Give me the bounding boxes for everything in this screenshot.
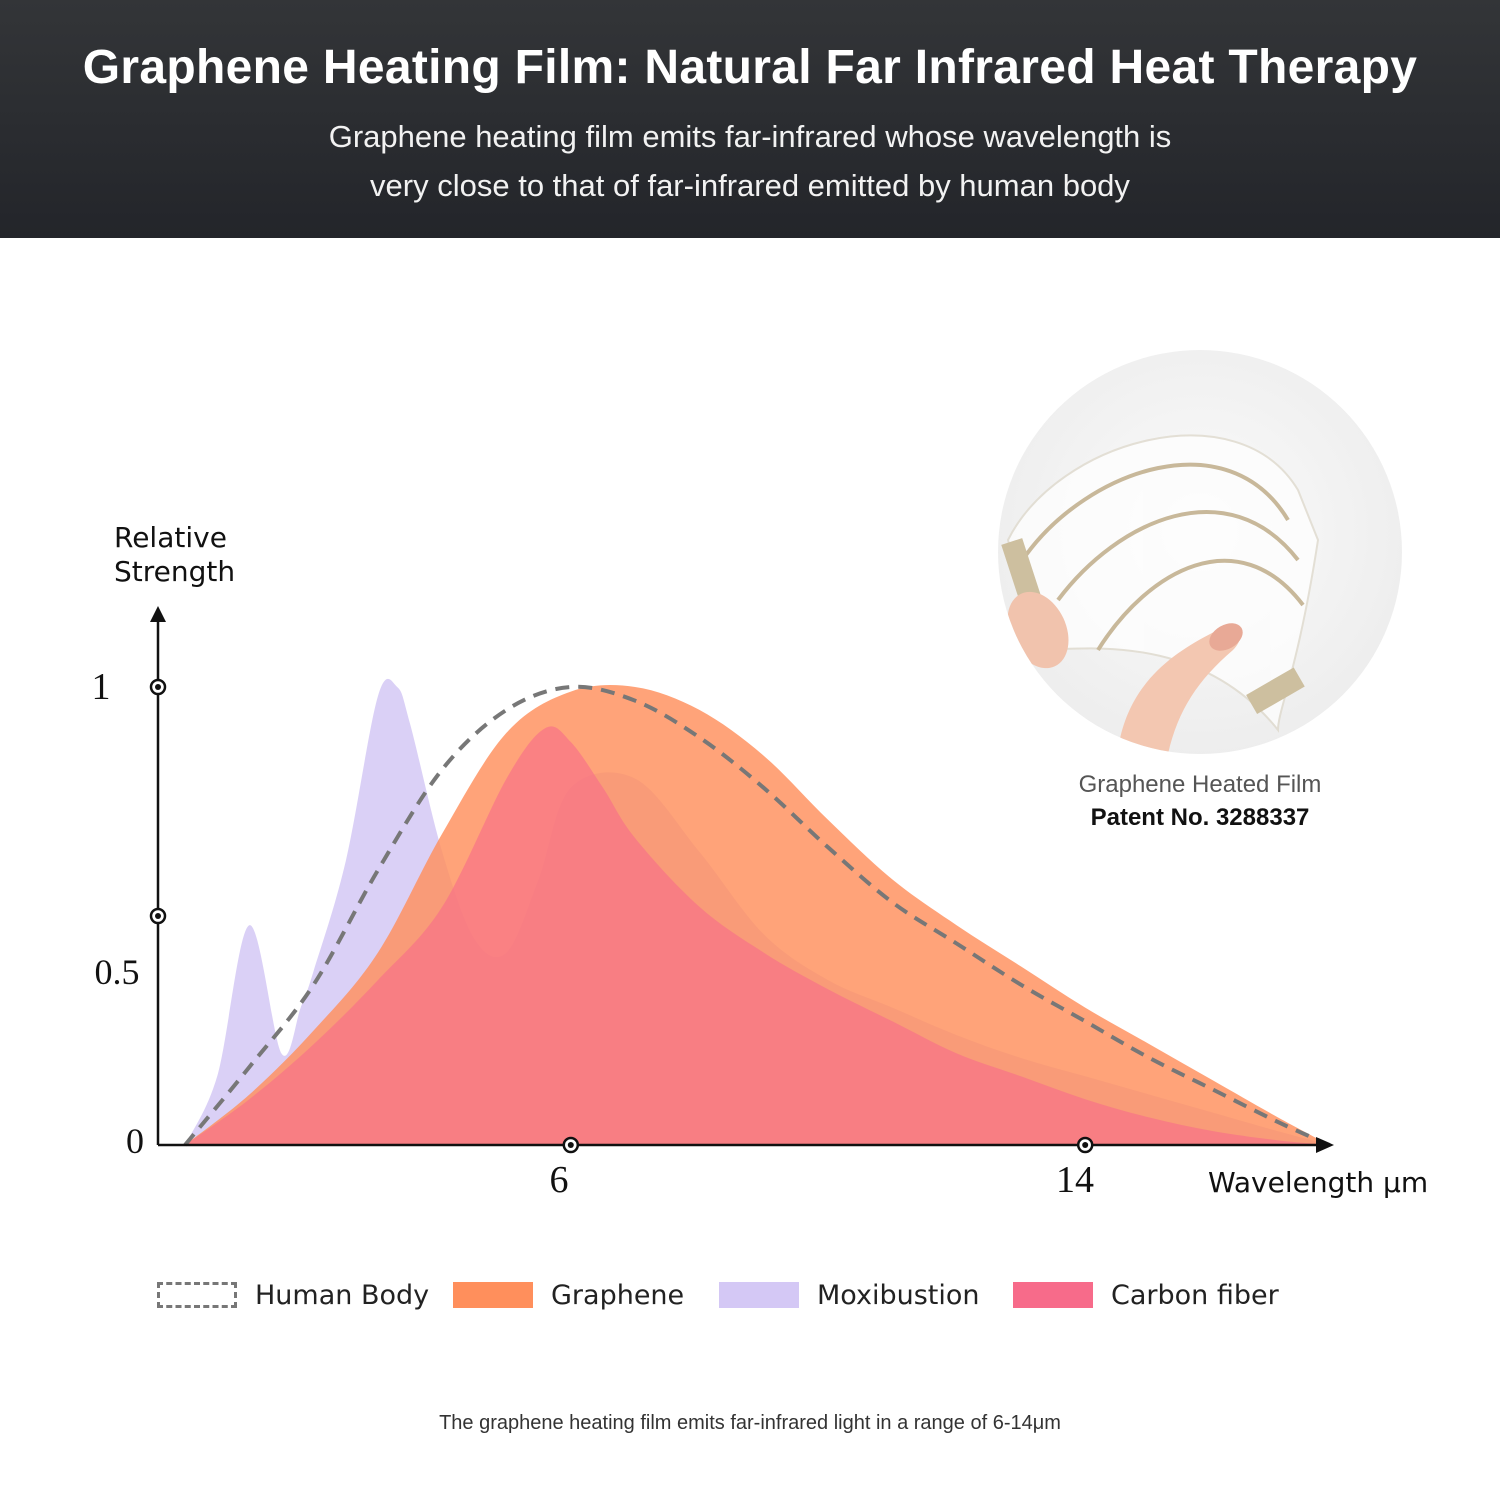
legend-label-graphene: Graphene bbox=[551, 1279, 685, 1311]
header-banner: Graphene Heating Film: Natural Far Infra… bbox=[0, 0, 1500, 238]
chart-axes bbox=[150, 606, 1334, 1153]
legend-swatch-carbon-fiber bbox=[1013, 1282, 1093, 1308]
footnote: The graphene heating film emits far-infr… bbox=[439, 1412, 1061, 1434]
x-tick-mark-14 bbox=[1076, 1136, 1094, 1154]
legend-item-human-body: Human Body bbox=[157, 1270, 429, 1320]
subtitle-line-1: Graphene heating film emits far-infrared… bbox=[328, 119, 1172, 154]
series-line-human-body bbox=[183, 684, 1331, 1147]
x-tick-mark-6 bbox=[562, 1136, 580, 1154]
x-tick-label-14: 14 bbox=[1056, 1159, 1094, 1201]
page-title: Graphene Heating Film: Natural Far Infra… bbox=[82, 41, 1418, 94]
x-axis-arrow bbox=[1316, 1137, 1334, 1153]
x-axis-label: Wavelength μm bbox=[1208, 1166, 1428, 1199]
x-tick-label-6: 6 bbox=[550, 1159, 569, 1201]
y-tick-label-1: 1 bbox=[92, 666, 111, 708]
legend-item-carbon-fiber: Carbon fiber bbox=[1013, 1270, 1279, 1320]
series-area-carbon-fiber bbox=[185, 726, 1330, 1145]
chart-areas bbox=[183, 678, 1331, 1147]
legend-swatch-moxibustion bbox=[719, 1282, 799, 1308]
graphene-film-photo bbox=[998, 350, 1402, 754]
legend-label-moxibustion: Moxibustion bbox=[817, 1279, 980, 1311]
legend-swatch-human-body bbox=[157, 1282, 237, 1308]
legend-label-carbon-fiber: Carbon fiber bbox=[1111, 1279, 1279, 1311]
y-axis-label-line-1: Relative bbox=[114, 521, 227, 554]
legend-item-graphene: Graphene bbox=[453, 1270, 684, 1320]
chart-legend: Human Body Graphene Moxibustion Carbon f… bbox=[0, 1270, 1500, 1320]
y-axis-label-line-2: Strength bbox=[114, 555, 235, 588]
y-tick-label-0: 0 bbox=[126, 1121, 144, 1161]
product-name: Graphene Heated Film bbox=[1078, 771, 1322, 798]
legend-swatch-graphene bbox=[453, 1282, 533, 1308]
legend-label-human-body: Human Body bbox=[255, 1279, 430, 1311]
patent-number: Patent No. 3288337 bbox=[1090, 804, 1310, 831]
legend-item-moxibustion: Moxibustion bbox=[719, 1270, 980, 1320]
spectrum-chart: Relative Strength Wavelength μm 1 0.5 0 … bbox=[92, 521, 1429, 1201]
y-tick-label-0-5: 0.5 bbox=[95, 952, 140, 992]
y-axis-arrow bbox=[150, 606, 166, 622]
tick-marks bbox=[149, 678, 1094, 1154]
y-tick-mark-1 bbox=[149, 678, 167, 696]
y-tick-mark-0-5 bbox=[149, 907, 167, 925]
subtitle-line-2: very close to that of far-infrared emitt… bbox=[370, 168, 1130, 203]
